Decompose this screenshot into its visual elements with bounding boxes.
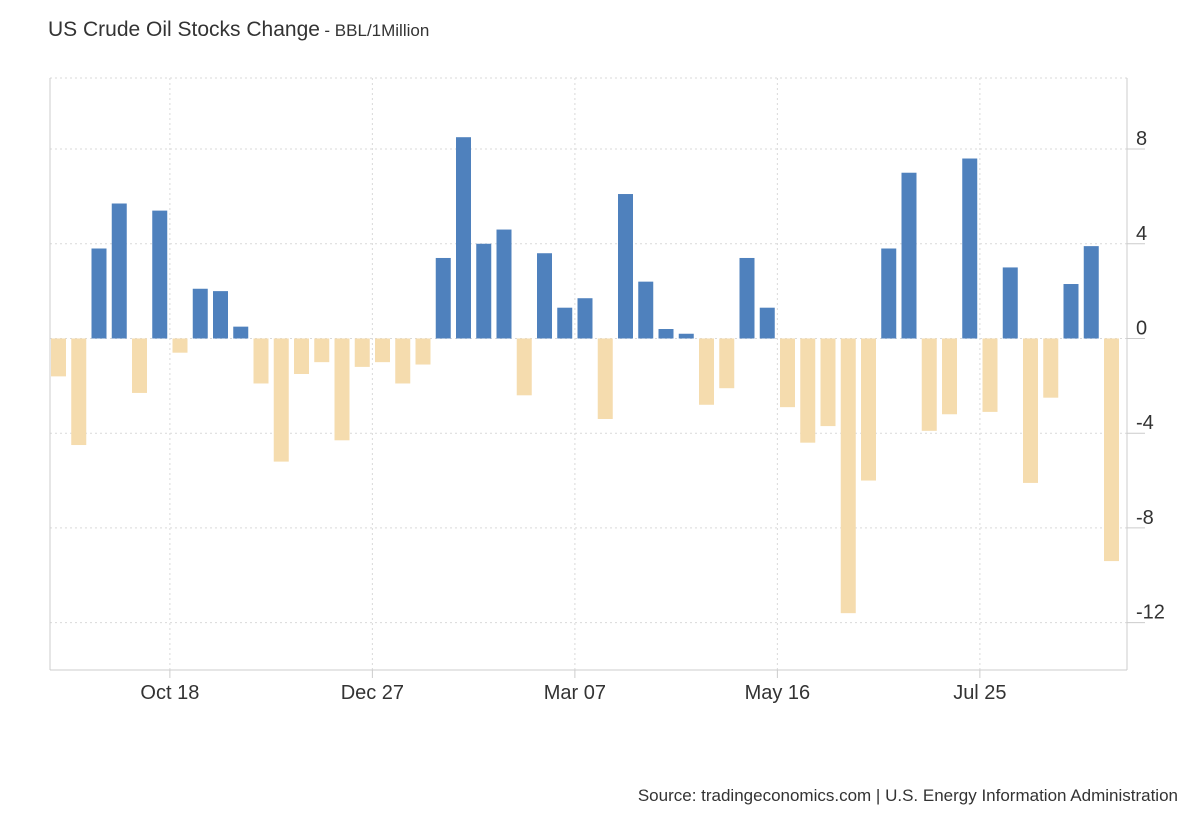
bars-layer — [51, 137, 1119, 614]
y-tick-label: -8 — [1136, 507, 1154, 529]
bar — [800, 338, 816, 443]
bar — [334, 338, 350, 441]
bar — [294, 338, 309, 374]
bar — [1104, 338, 1119, 562]
labels-layer: 8 4 0 -4 -8 -12 Oct 18 Dec 27 Mar 07 May 16 Jul 25 — [140, 128, 1164, 704]
x-tick-label: May 16 — [745, 682, 811, 704]
y-tick-label: 4 — [1136, 223, 1147, 245]
bar — [354, 338, 370, 367]
chart-title-text: US Crude Oil Stocks Change — [48, 18, 320, 41]
bar — [496, 229, 512, 339]
source-credit: Source: tradingeconomics.com | U.S. Ener… — [637, 786, 1178, 805]
bar — [942, 338, 957, 415]
bar — [456, 137, 471, 339]
bar — [1023, 338, 1038, 483]
y-tick-label: 0 — [1136, 317, 1147, 339]
bar — [314, 338, 330, 363]
bar — [881, 248, 897, 339]
bar — [861, 338, 876, 481]
bar — [233, 326, 249, 339]
bar — [375, 338, 390, 363]
bar — [1043, 338, 1059, 398]
y-tick-label: -4 — [1136, 412, 1154, 434]
bar — [1083, 246, 1099, 339]
bar — [759, 307, 775, 339]
bar — [719, 338, 735, 389]
bar-chart: 8 4 0 -4 -8 -12 Oct 18 Dec 27 Mar 07 May 16 Jul 25 — [49, 77, 1165, 704]
bar — [152, 210, 168, 339]
bar — [253, 338, 269, 384]
bar — [658, 329, 674, 339]
bar — [901, 172, 917, 339]
bar — [982, 338, 998, 412]
x-tick-label: Oct 18 — [140, 682, 199, 704]
x-tick-label: Jul 25 — [953, 682, 1006, 704]
bar — [213, 291, 228, 339]
bar — [820, 338, 836, 427]
bar — [699, 338, 714, 405]
bar — [962, 158, 978, 339]
bar — [132, 338, 147, 393]
bar — [435, 257, 451, 339]
bar — [618, 194, 633, 339]
bar — [516, 338, 532, 396]
bar — [172, 338, 188, 353]
bar — [395, 338, 411, 384]
bar — [273, 338, 289, 462]
bar — [111, 203, 127, 339]
bar — [415, 338, 431, 365]
bar — [192, 288, 208, 339]
bar — [739, 257, 755, 339]
bar — [597, 338, 613, 419]
bar — [557, 307, 573, 339]
bar — [51, 338, 66, 377]
grid-layer — [50, 77, 1127, 670]
bar — [577, 298, 593, 339]
y-tick-label: 8 — [1136, 128, 1147, 150]
bar — [537, 253, 552, 339]
x-tick-label: Mar 07 — [544, 682, 606, 704]
bar — [921, 338, 937, 431]
bar — [678, 333, 694, 339]
bar — [71, 338, 87, 446]
bar — [638, 281, 654, 339]
chart-title: US Crude Oil Stocks Change - BBL/1Millio… — [48, 18, 429, 42]
bar — [91, 248, 107, 339]
axis-layer — [49, 78, 1145, 678]
bar — [780, 338, 795, 408]
bar — [1002, 267, 1018, 339]
chart-unit-text: - BBL/1Million — [324, 21, 430, 40]
y-tick-label: -12 — [1136, 602, 1165, 624]
bar — [476, 243, 492, 339]
x-tick-label: Dec 27 — [341, 682, 404, 704]
bar — [840, 338, 856, 614]
bar — [1063, 284, 1079, 339]
